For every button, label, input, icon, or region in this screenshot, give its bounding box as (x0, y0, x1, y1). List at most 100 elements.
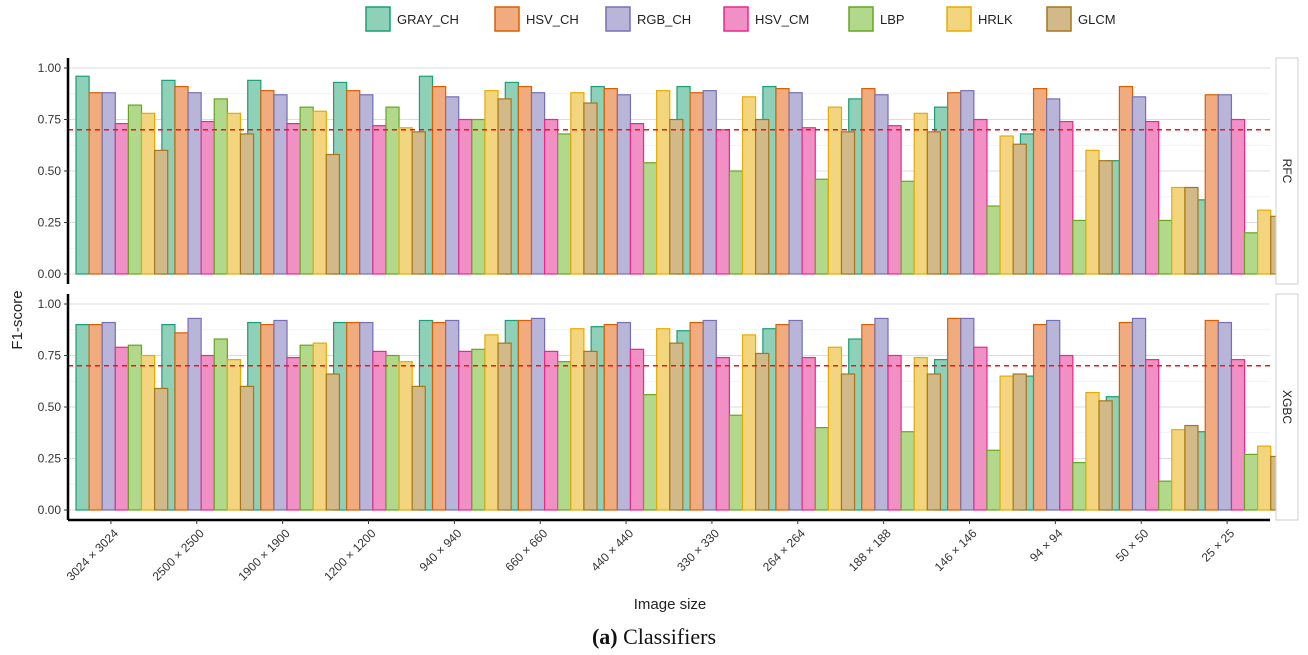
bar-xgbc-hrlk-4 (484, 334, 499, 511)
bar-xgbc-hsv-cm-7 (715, 356, 730, 511)
bar-xgbc-hrlk-5 (570, 328, 585, 511)
bar-xgbc-glcm-11 (1098, 400, 1113, 511)
bar-xgbc-rgb-ch-8 (788, 319, 803, 511)
bar-xgbc-hsv-cm-9 (887, 354, 902, 511)
bar-rfc-hsv-ch-5 (517, 85, 533, 275)
bar-rfc-hsv-ch-10 (947, 92, 962, 275)
legend-swatch-hsv-cm (723, 6, 749, 32)
bar-rfc-hsv-ch-13 (1204, 94, 1219, 275)
facet-strip (1275, 293, 1299, 521)
bar-xgbc-hsv-ch-11 (1032, 324, 1048, 511)
bar-rfc-glcm-12 (1184, 186, 1199, 275)
bar-rfc-hrlk-8 (827, 106, 843, 275)
x-axis: 3024 × 3024 2500 × 2500 1900 × 1900 1200 × … (64, 518, 1270, 584)
bar-rfc-glcm-5 (583, 102, 598, 275)
legend-label-glcm: GLCM (1078, 12, 1116, 27)
bar-xgbc-glcm-4 (497, 342, 512, 511)
bar-xgbc-hsv-ch-7 (689, 321, 704, 511)
bar-rfc-hsv-ch-4 (431, 85, 447, 275)
bar-rfc-hrlk-3 (398, 127, 413, 275)
bar-rfc-hsv-ch-6 (603, 87, 618, 275)
bar-rfc-hrlk-12 (1171, 186, 1186, 275)
bar-rfc-hrlk-11 (1085, 149, 1100, 275)
x-tick-label: 50 × 50 (1113, 526, 1152, 565)
bar-rfc-lbp-2 (299, 106, 314, 275)
legend-swatch-lbp (848, 6, 874, 32)
chart-panels: 0.00 0.25 0.50 0.75 1.00 RFC 0.00 0.25 0.50 0.75 1… (38, 57, 1299, 521)
y-tick-label: 0.75 (38, 349, 62, 363)
bar-xgbc-lbp-8 (814, 427, 829, 511)
bar-rfc-rgb-ch-5 (530, 92, 546, 275)
bar-xgbc-hrlk-0 (140, 354, 156, 511)
caption-text: Classifiers (617, 624, 717, 649)
bar-rfc-hsv-ch-8 (775, 87, 790, 275)
bar-xgbc-hsv-ch-10 (947, 317, 962, 511)
bar-rfc-hrlk-9 (913, 112, 928, 275)
legend-swatch-gray-ch (365, 6, 391, 32)
bar-xgbc-lbp-5 (557, 361, 572, 511)
bar-xgbc-hsv-ch-1 (174, 332, 189, 511)
bar-xgbc-glcm-3 (411, 385, 426, 511)
legend-label-hsv-ch: HSV_CH (526, 12, 579, 27)
y-tick-label: 1.00 (38, 61, 62, 75)
bar-xgbc-hsv-cm-8 (801, 356, 816, 511)
bar-rfc-hrlk-1 (226, 112, 242, 275)
bar-xgbc-glcm-2 (325, 373, 341, 511)
bar-rfc-hrlk-7 (741, 96, 757, 275)
bar-xgbc-hsv-ch-9 (861, 324, 876, 511)
legend-swatch-hrlk (946, 6, 972, 32)
bar-rfc-glcm-10 (1012, 143, 1027, 275)
bar-xgbc-hsv-cm-2 (286, 356, 301, 511)
bar-xgbc-lbp-11 (1072, 462, 1087, 511)
bar-rfc-hrlk-13 (1257, 209, 1272, 275)
bar-xgbc-lbp-6 (642, 394, 658, 511)
bar-xgbc-hsv-ch-4 (431, 321, 447, 511)
legend-label-hsv-cm: HSV_CM (755, 12, 809, 27)
legend-swatch-glcm (1046, 6, 1072, 32)
bar-rfc-hsv-ch-7 (689, 92, 704, 275)
bar-xgbc-hsv-cm-3 (372, 350, 387, 511)
y-axis-title: F1-score (9, 290, 26, 349)
bar-xgbc-rgb-ch-5 (530, 317, 546, 511)
bar-xgbc-lbp-9 (900, 431, 915, 511)
bar-xgbc-gray-ch-0 (75, 324, 90, 511)
bar-rfc-glcm-6 (669, 118, 684, 275)
bar-rfc-rgb-ch-11 (1046, 98, 1061, 275)
bar-xgbc-rgb-ch-3 (359, 321, 374, 511)
y-tick-label: 0.50 (38, 400, 62, 414)
x-tick-label: 94 × 94 (1027, 526, 1066, 565)
bar-rfc-hsv-cm-8 (801, 127, 816, 275)
bar-xgbc-glcm-8 (840, 373, 856, 511)
bar-xgbc-hsv-cm-0 (114, 346, 130, 511)
bar-xgbc-hsv-cm-11 (1059, 354, 1074, 511)
bar-xgbc-hsv-cm-12 (1144, 359, 1160, 511)
bar-rfc-hsv-ch-11 (1032, 87, 1048, 275)
bar-xgbc-hsv-ch-2 (260, 324, 275, 511)
y-tick-label: 0.25 (38, 216, 62, 230)
bar-xgbc-glcm-12 (1184, 424, 1199, 511)
bar-rfc-hsv-cm-1 (200, 120, 215, 275)
bar-rfc-lbp-4 (471, 118, 486, 275)
bar-rfc-hsv-cm-13 (1230, 118, 1246, 275)
facet-strip (1275, 57, 1299, 285)
bar-xgbc-lbp-13 (1243, 453, 1259, 511)
bar-rfc-glcm-7 (754, 118, 770, 275)
bar-rfc-rgb-ch-9 (874, 94, 889, 275)
y-tick-label: 0.50 (38, 164, 62, 178)
bar-rfc-rgb-ch-8 (788, 92, 803, 275)
x-tick-label: 25 × 25 (1199, 526, 1238, 565)
bar-rfc-glcm-0 (154, 149, 169, 275)
bar-rfc-glcm-4 (497, 98, 512, 275)
bar-xgbc-hrlk-10 (999, 375, 1014, 511)
bar-xgbc-hrlk-1 (226, 359, 242, 511)
bar-xgbc-hsv-ch-8 (775, 324, 790, 511)
y-tick-label: 0.25 (38, 452, 62, 466)
x-tick-label: 1200 × 1200 (321, 526, 379, 584)
bar-rfc-rgb-ch-12 (1131, 96, 1147, 275)
bar-xgbc-rgb-ch-12 (1131, 317, 1147, 511)
bar-xgbc-hrlk-8 (827, 346, 843, 511)
bar-rfc-hsv-cm-0 (114, 123, 130, 275)
bar-xgbc-rgb-ch-1 (187, 317, 202, 511)
bar-rfc-hsv-cm-6 (629, 123, 645, 275)
bar-rfc-lbp-10 (986, 205, 1001, 275)
